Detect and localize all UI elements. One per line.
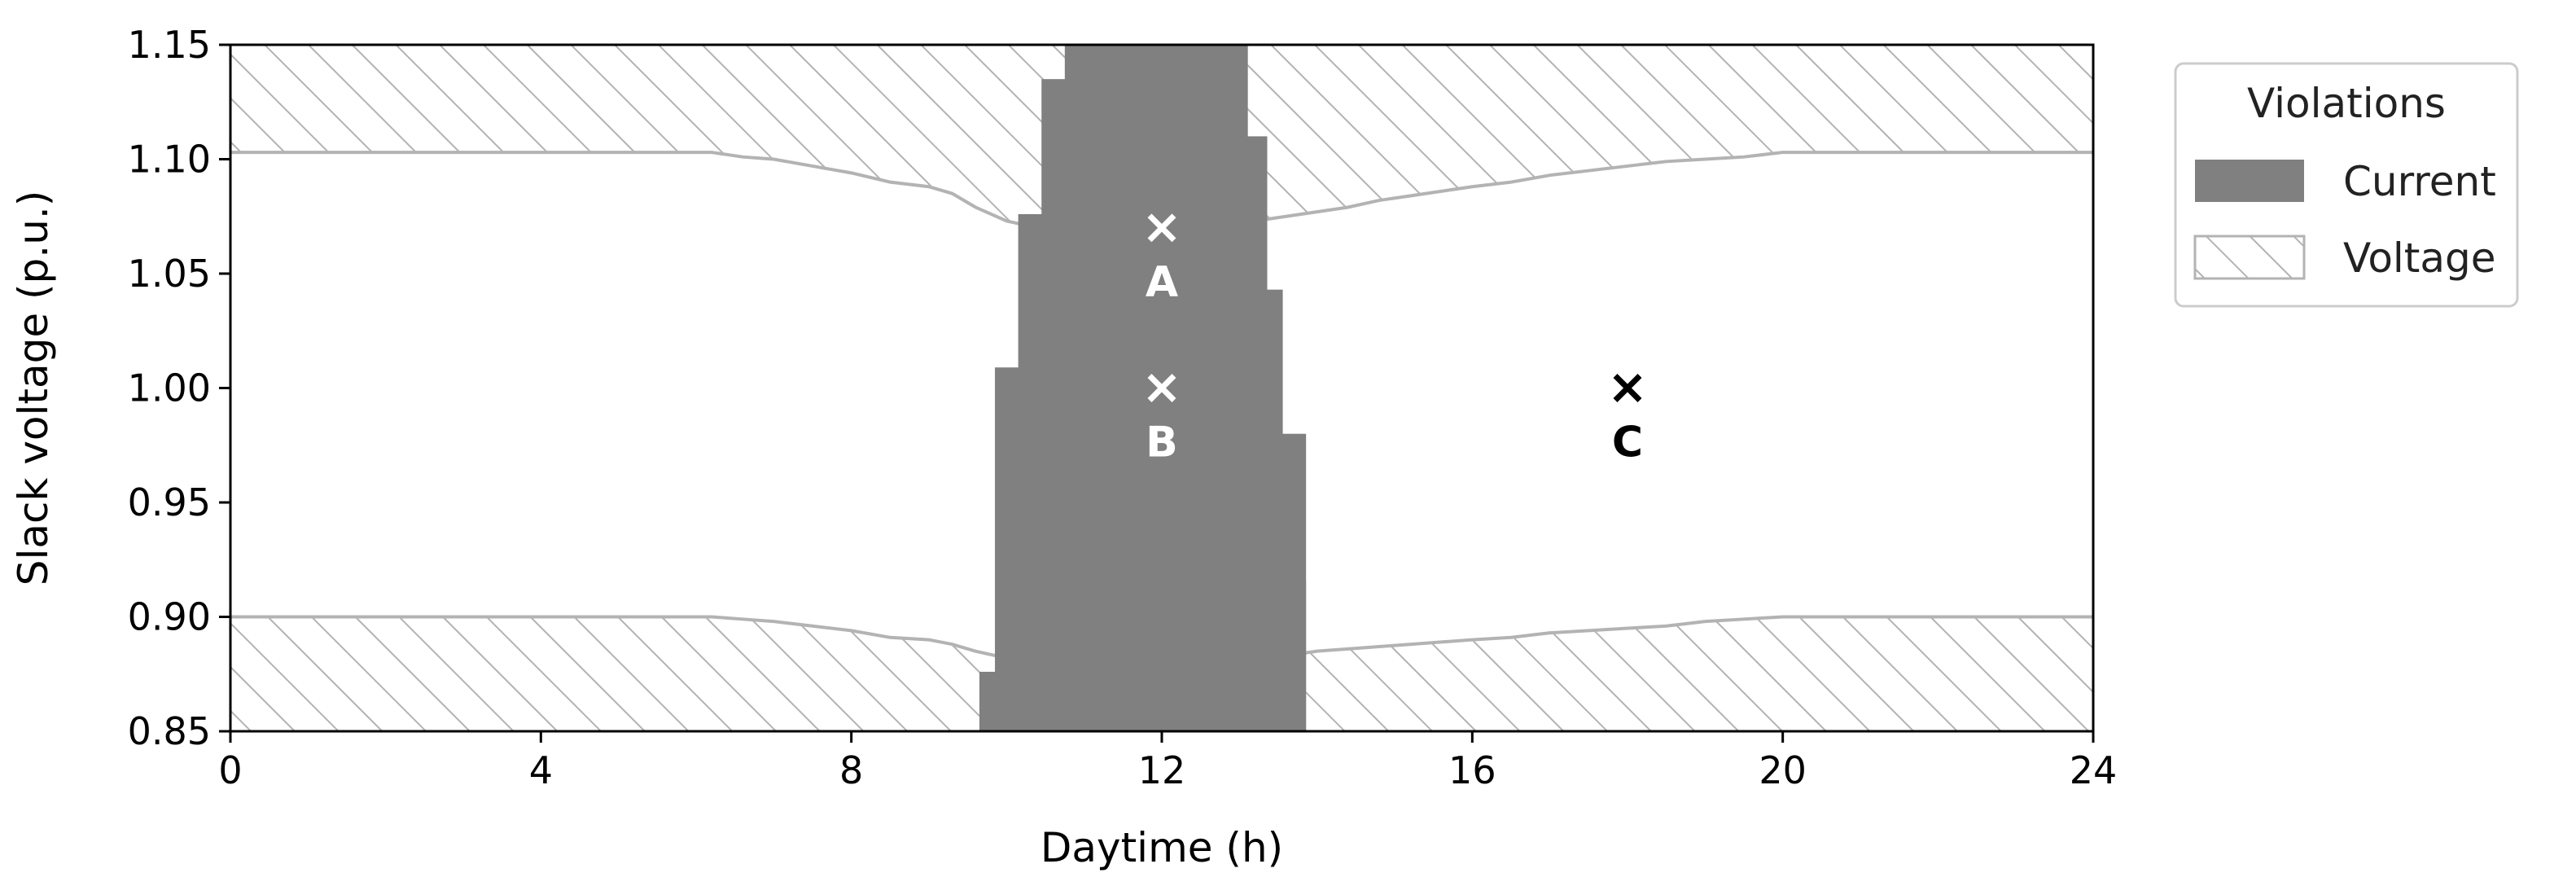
legend: Violations Current Voltage — [2174, 62, 2519, 308]
x-tick-label: 24 — [2070, 748, 2118, 792]
operating-point-b: B — [1146, 374, 1178, 467]
current-violation-step-0-5 — [1246, 136, 1268, 731]
point-label-b: B — [1146, 419, 1178, 467]
operating-point-a: A — [1146, 213, 1178, 307]
y-tick-label: 0.85 — [128, 709, 211, 753]
legend-swatch-current — [2195, 160, 2304, 202]
legend-title: Violations — [2247, 80, 2446, 127]
plot-area: A B C — [230, 45, 2093, 731]
y-tick-label: 1.10 — [128, 138, 211, 182]
current-violation-step-0-1 — [995, 367, 1019, 731]
current-violation-step-0-6 — [1266, 289, 1283, 731]
y-tick-label: 0.95 — [128, 480, 211, 524]
x-tick-label: 4 — [529, 748, 553, 792]
axis-ticks: 0 4 8 12 16 20 24 0.85 0.90 0.95 1.00 1.05 1.10 1.15 — [128, 23, 2118, 792]
x-tick-label: 12 — [1138, 748, 1186, 792]
y-axis-label: Slack voltage (p.u.) — [10, 191, 57, 586]
point-label-c: C — [1612, 419, 1643, 467]
current-violation-step-0-2 — [1018, 213, 1043, 731]
y-tick-label: 1.00 — [128, 366, 211, 410]
point-marker-stroke-b — [1147, 374, 1176, 402]
y-tick-label: 1.05 — [128, 252, 211, 296]
x-tick-label: 0 — [218, 748, 242, 792]
point-label-a: A — [1146, 258, 1178, 307]
x-tick-label: 20 — [1759, 748, 1807, 792]
operating-point-c: C — [1612, 374, 1643, 467]
current-violation-step-1-0 — [1281, 580, 1307, 731]
x-axis-label: Daytime (h) — [1040, 824, 1283, 871]
legend-label-current: Current — [2343, 158, 2496, 205]
y-tick-label: 0.90 — [128, 595, 211, 639]
point-marker-stroke-b — [1613, 374, 1642, 402]
current-violation-step-0-4 — [1064, 45, 1248, 731]
current-violation-step-0-3 — [1041, 79, 1066, 731]
current-violation-step-0-0 — [979, 671, 996, 731]
legend-label-voltage: Voltage — [2343, 235, 2496, 282]
x-tick-label: 16 — [1448, 748, 1496, 792]
x-tick-label: 8 — [839, 748, 863, 792]
point-marker-stroke-b — [1147, 213, 1176, 243]
legend-swatch-voltage — [2193, 235, 2306, 280]
y-tick-label: 1.15 — [128, 23, 211, 67]
